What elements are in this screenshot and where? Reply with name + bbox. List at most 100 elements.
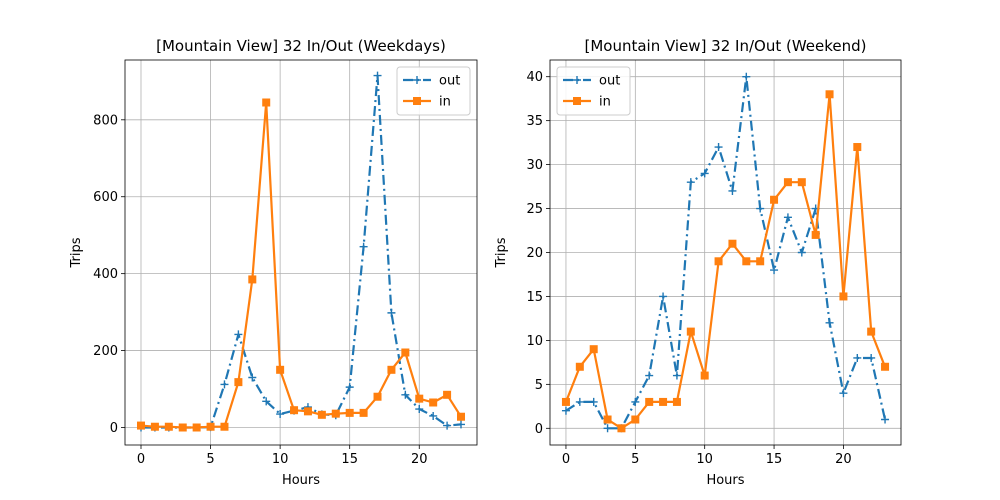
data-point-in <box>178 423 187 432</box>
y-tick-label: 0 <box>535 422 543 437</box>
legend-marker-out <box>573 76 581 84</box>
data-point-out <box>867 353 876 362</box>
data-point-out <box>561 406 570 415</box>
data-point-in <box>742 257 751 266</box>
y-tick-label: 30 <box>526 158 543 173</box>
data-point-in <box>783 178 792 187</box>
y-axis-label: Trips <box>494 237 509 268</box>
data-point-in <box>811 230 820 239</box>
data-point-in <box>672 397 681 406</box>
y-tick-label: 35 <box>526 114 543 129</box>
data-point-out <box>714 143 723 152</box>
x-axis-label: Hours <box>706 473 744 488</box>
data-point-in <box>303 407 312 416</box>
y-tick-label: 0 <box>110 421 118 436</box>
data-point-in <box>797 178 806 187</box>
y-tick-label: 20 <box>526 246 543 261</box>
x-tick-label: 20 <box>411 452 428 467</box>
legend-marker-in <box>413 97 421 105</box>
data-point-in <box>443 390 452 399</box>
y-tick-label: 25 <box>526 202 543 217</box>
data-point-out <box>881 415 890 424</box>
data-point-in <box>575 362 584 371</box>
data-point-in <box>331 409 340 418</box>
data-point-out <box>659 292 668 301</box>
plot-frame <box>124 59 478 446</box>
y-axis-label: Trips <box>69 237 84 268</box>
data-point-in <box>359 408 368 417</box>
data-point-in <box>415 394 424 403</box>
legend-marker-out <box>413 76 421 84</box>
data-point-out <box>770 266 779 275</box>
y-tick-label: 400 <box>93 267 118 282</box>
y-tick-label: 200 <box>93 344 118 359</box>
x-tick-label: 15 <box>341 452 358 467</box>
data-point-out <box>603 424 612 433</box>
y-tick-label: 800 <box>93 113 118 128</box>
data-point-in <box>825 90 834 99</box>
legend-label-in: in <box>439 95 451 110</box>
data-point-in <box>345 408 354 417</box>
data-point-in <box>387 365 396 374</box>
data-point-out <box>373 71 382 80</box>
data-point-in <box>234 378 243 387</box>
data-point-out <box>797 248 806 257</box>
data-point-in <box>686 327 695 336</box>
legend-label-out: out <box>599 74 620 89</box>
data-point-out <box>220 380 229 389</box>
legend-marker-in <box>573 97 581 105</box>
x-tick-label: 10 <box>696 452 713 467</box>
data-point-in <box>603 415 612 424</box>
data-point-in <box>276 365 285 374</box>
data-point-in <box>589 345 598 354</box>
data-point-out <box>700 169 709 178</box>
data-point-in <box>206 422 215 431</box>
data-point-in <box>137 421 145 430</box>
data-point-out <box>783 213 792 222</box>
data-point-in <box>881 362 890 371</box>
chart-2: 0 5 10 15 20 0 5 10 15 20 25 30 35 40 [Mountain View] … <box>494 37 902 488</box>
data-point-out <box>457 420 465 429</box>
data-point-out <box>575 397 584 406</box>
data-point-out <box>415 405 424 414</box>
data-point-in <box>248 275 257 284</box>
x-tick-label: 0 <box>562 452 570 467</box>
plot-frame <box>549 59 902 446</box>
legend: out in <box>556 66 631 116</box>
data-point-out <box>276 410 285 419</box>
y-tick-label: 10 <box>526 334 543 349</box>
data-point-out <box>672 371 681 380</box>
data-point-in <box>373 392 382 401</box>
data-point-in <box>429 398 438 407</box>
data-point-in <box>770 195 779 204</box>
x-tick-label: 5 <box>631 452 639 467</box>
data-point-out <box>756 204 765 213</box>
data-point-out <box>234 330 243 339</box>
chart-title: [Mountain View] 32 In/Out (Weekend) <box>584 37 866 55</box>
x-tick-label: 20 <box>835 452 852 467</box>
legend-label-in: in <box>599 95 611 110</box>
data-point-out <box>345 383 354 392</box>
chart-title: [Mountain View] 32 In/Out (Weekdays) <box>156 37 446 55</box>
data-point-in <box>756 257 765 266</box>
x-tick-label: 0 <box>137 452 145 467</box>
data-point-in <box>192 423 201 432</box>
data-point-in <box>853 143 862 152</box>
data-point-out <box>742 72 751 81</box>
data-point-out <box>589 397 598 406</box>
x-axis-label: Hours <box>282 473 320 488</box>
data-point-out <box>443 421 452 430</box>
data-point-out <box>728 186 737 195</box>
data-point-in <box>659 397 668 406</box>
data-point-out <box>359 242 368 251</box>
series-line-out <box>141 74 462 429</box>
legend: out in <box>396 66 471 116</box>
data-point-out <box>686 178 695 187</box>
data-point-out <box>645 371 654 380</box>
y-tick-label: 15 <box>526 290 543 305</box>
data-point-in <box>290 406 299 415</box>
data-point-out <box>401 390 410 399</box>
data-point-in <box>700 371 709 380</box>
